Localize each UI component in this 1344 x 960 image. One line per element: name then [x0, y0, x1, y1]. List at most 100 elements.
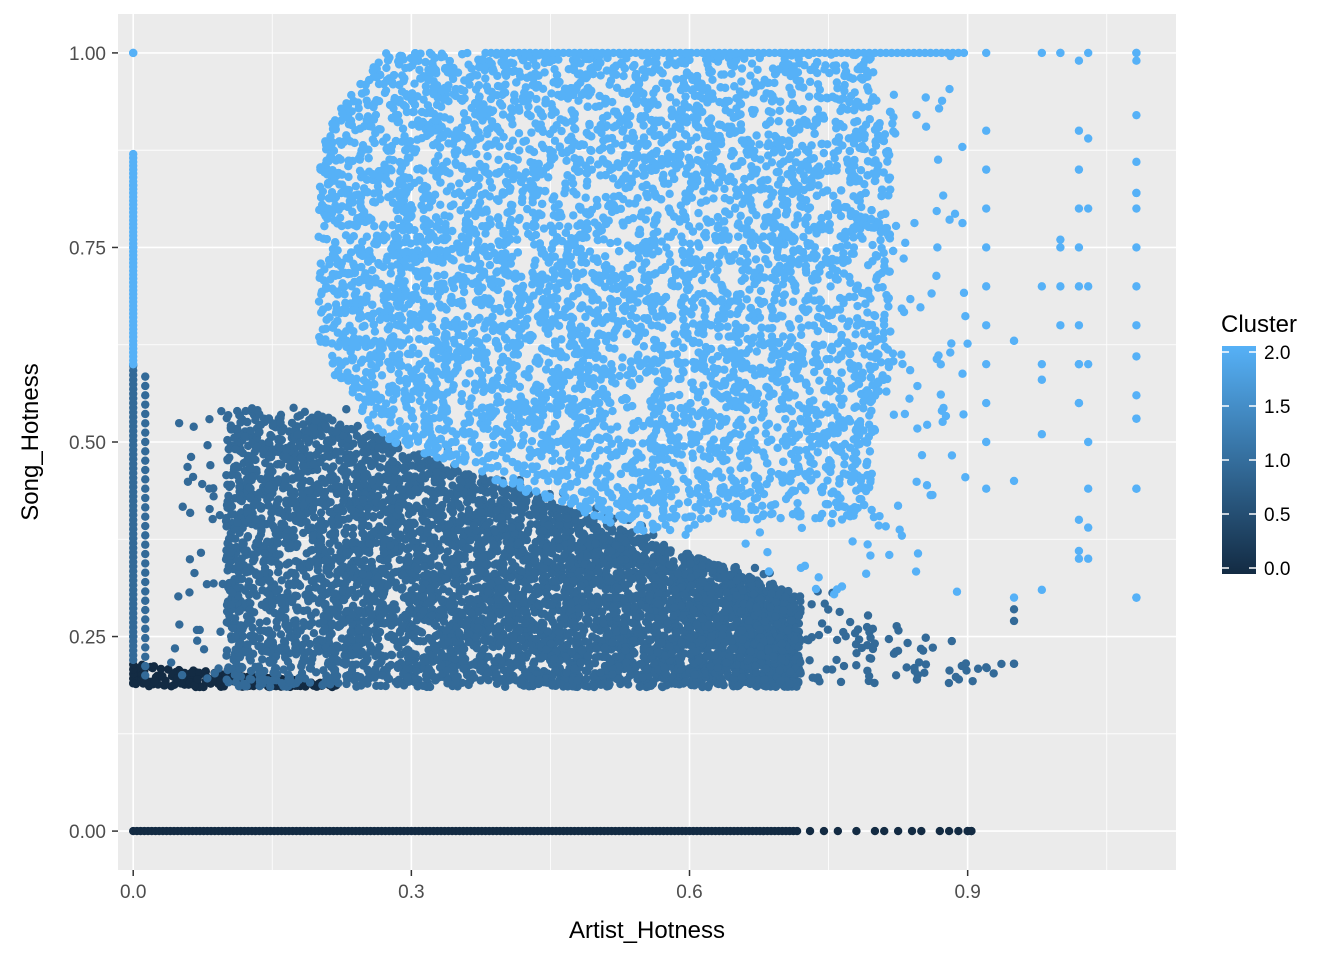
- cluster-0-point: [917, 826, 926, 836]
- cluster-1-point: [375, 658, 385, 668]
- cluster-1-point: [398, 621, 407, 631]
- cluster-1-point: [324, 413, 333, 423]
- cluster-1-point: [234, 640, 244, 649]
- cluster-1-point: [222, 675, 231, 684]
- cluster-1-point: [280, 653, 290, 662]
- cluster-1-point: [530, 556, 539, 566]
- cluster-1-point: [309, 629, 319, 638]
- cluster-0-point: [893, 826, 903, 836]
- cluster-1-point: [373, 648, 383, 658]
- cluster-1-point: [646, 681, 656, 691]
- cluster-1-point: [287, 418, 297, 428]
- cluster-1-point: [260, 549, 269, 558]
- cluster-0-point: [167, 682, 176, 691]
- cluster-1-point: [485, 597, 495, 606]
- cluster-1-point: [502, 605, 511, 614]
- cluster-0-point: [193, 674, 202, 684]
- cluster-1-point: [477, 508, 486, 517]
- cluster-1-point: [598, 607, 607, 616]
- cluster-1-point: [375, 463, 385, 472]
- cluster-1-point: [262, 537, 272, 546]
- cluster-1-point: [379, 525, 389, 535]
- cluster-0-point: [163, 665, 173, 674]
- cluster-1-point: [313, 574, 322, 583]
- cluster-0-point: [819, 826, 829, 836]
- cluster-0-point: [852, 826, 861, 836]
- cluster-1-point: [332, 449, 341, 458]
- cluster-1-point: [605, 679, 614, 689]
- cluster-1-point: [624, 568, 634, 577]
- cluster-0-point: [215, 676, 224, 686]
- cluster-1-point: [222, 651, 231, 660]
- cluster-0-point: [805, 826, 815, 836]
- cluster-1-point: [630, 602, 639, 611]
- cluster-1-point: [377, 500, 386, 509]
- cluster-1-point: [240, 546, 249, 556]
- cluster-1-point: [238, 539, 247, 548]
- cluster-1-point: [342, 424, 351, 434]
- cluster-1-point: [433, 561, 443, 570]
- cluster-1-point: [464, 495, 474, 504]
- cluster-1-point: [474, 623, 483, 633]
- cluster-1-point: [326, 465, 335, 475]
- cluster-0-point: [944, 826, 954, 836]
- cluster-1-point: [262, 617, 271, 626]
- cluster-1-point: [481, 521, 491, 530]
- cluster-1-point: [292, 603, 301, 612]
- cluster-1-point: [277, 508, 286, 518]
- cluster-1-point: [277, 427, 286, 436]
- cluster-1-point: [582, 674, 591, 684]
- cluster-1-point: [387, 621, 396, 630]
- cluster-1-point: [230, 614, 240, 623]
- cluster-1-point: [301, 634, 310, 643]
- cluster-1-point: [268, 638, 278, 647]
- cluster-1-point: [390, 600, 399, 609]
- cluster-1-point: [401, 635, 410, 645]
- cluster-0-point: [156, 664, 166, 674]
- cluster-1-point: [378, 671, 387, 680]
- cluster-1-point: [444, 520, 454, 529]
- cluster-1-point: [275, 550, 284, 559]
- cluster-1-point: [550, 576, 560, 586]
- cluster-0-point: [880, 826, 889, 836]
- cluster-1-point: [307, 618, 317, 628]
- cluster-1-point: [325, 631, 334, 641]
- cluster-1-point: [225, 482, 234, 492]
- cluster-1-point: [461, 470, 470, 479]
- cluster-1-point: [311, 668, 321, 677]
- cluster-1-point: [591, 653, 600, 662]
- cluster-1-point: [223, 566, 232, 575]
- cluster-1-point: [223, 455, 232, 464]
- cluster-1-point: [631, 612, 641, 621]
- cluster-1-point: [224, 663, 233, 672]
- cluster-1-point: [530, 625, 539, 635]
- cluster-1-point: [372, 681, 381, 690]
- cluster-1-point: [259, 674, 268, 684]
- cluster-1-point: [272, 500, 281, 509]
- cluster-0-point: [190, 681, 199, 690]
- cluster-1-point: [370, 666, 380, 675]
- cluster-1-point: [710, 602, 719, 611]
- cluster-1-point: [255, 618, 264, 628]
- cluster-1-point: [623, 675, 632, 684]
- cluster-1-point: [429, 619, 439, 628]
- cluster-1-point: [325, 539, 334, 548]
- cluster-1-point: [235, 482, 244, 492]
- cluster-1-point: [498, 496, 508, 505]
- cluster-1-point: [424, 664, 434, 673]
- cluster-0-point: [935, 826, 945, 836]
- cluster-0-point: [149, 662, 159, 671]
- cluster-1-point: [404, 471, 414, 480]
- cluster-0-point: [159, 681, 169, 690]
- cluster-1-point: [257, 526, 266, 536]
- cluster-1-point: [514, 538, 523, 548]
- cluster-0-point: [954, 826, 963, 836]
- cluster-1-point: [247, 615, 256, 625]
- cluster-1-point: [376, 510, 385, 520]
- cluster-0-point: [158, 671, 167, 681]
- cluster-0-point: [141, 677, 151, 687]
- cluster-1-point: [255, 570, 264, 579]
- cluster-1-point: [339, 468, 348, 477]
- cluster-1-point: [287, 596, 296, 605]
